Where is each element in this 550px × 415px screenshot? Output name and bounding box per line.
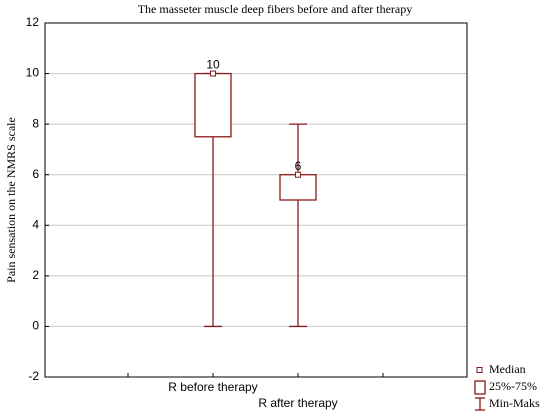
median [295, 171, 301, 178]
y-axis-label: Pain sensation on the NMRS scale [4, 117, 18, 283]
y-tick-label: 2 [32, 268, 39, 282]
y-tick-label: 12 [26, 15, 40, 29]
chart-title: The masseter muscle deep fibers before a… [138, 2, 413, 16]
plot-frame [44, 22, 468, 378]
y-tick-label: -2 [28, 369, 39, 383]
y-tick-label: 6 [32, 167, 39, 181]
y-tick-label: 10 [26, 66, 40, 80]
y-tick-label: 8 [32, 116, 39, 130]
legend-box-symbol [474, 380, 486, 395]
median-label: 6 [295, 159, 302, 173]
median-label: 10 [206, 58, 220, 72]
box [279, 174, 317, 201]
y-tick-label: 4 [32, 217, 39, 231]
x-tick-label: R after therapy [258, 396, 337, 410]
median [210, 70, 216, 77]
legend-box: 25%-75% [489, 379, 537, 393]
box [194, 72, 232, 138]
legend-median-symbol [476, 367, 483, 373]
x-tick-label: R before therapy [168, 380, 257, 394]
legend-median: Median [489, 362, 526, 376]
legend-whisker: Min-Maks [489, 396, 540, 410]
y-tick-label: 0 [32, 319, 39, 333]
